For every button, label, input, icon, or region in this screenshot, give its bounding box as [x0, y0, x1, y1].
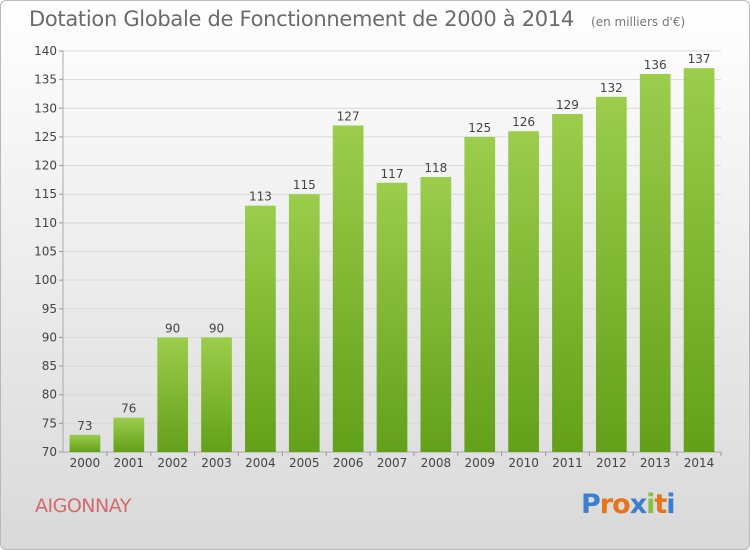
logo-letter: i	[646, 489, 655, 520]
y-tick-label: 110	[34, 216, 57, 230]
x-tick-label-2000: 2000	[70, 456, 101, 470]
y-tick-label: 85	[42, 359, 57, 373]
x-tick-label-2013: 2013	[640, 456, 671, 470]
unit-note: (en milliers d'€)	[591, 15, 686, 29]
data-label-2012: 132	[600, 81, 623, 95]
data-label-2006: 127	[337, 109, 360, 123]
bar-2014	[683, 68, 715, 452]
chart-title: Dotation Globale de Fonctionnement de 20…	[29, 7, 574, 31]
y-tick-label: 125	[34, 130, 57, 144]
bar-2006	[332, 125, 364, 452]
logo-letter: i	[666, 489, 675, 520]
data-label-2003: 90	[209, 321, 224, 335]
y-tick-label: 115	[34, 187, 57, 201]
x-tick-label-2001: 2001	[114, 456, 145, 470]
y-tick-label: 135	[34, 73, 57, 87]
data-label-2011: 129	[556, 98, 579, 112]
bar-2002	[157, 337, 189, 452]
bar-2011	[552, 114, 583, 452]
data-label-2007: 117	[381, 167, 404, 181]
city-name: AIGONNAY	[35, 495, 131, 517]
bar-2012	[595, 96, 627, 452]
logo-letter: x	[629, 489, 647, 520]
y-tick-label: 100	[34, 273, 57, 287]
y-tick-label: 80	[42, 388, 57, 402]
bar-2010	[508, 131, 539, 452]
y-tick-label: 70	[42, 445, 57, 459]
data-label-2001: 76	[121, 402, 136, 416]
data-label-2014: 137	[688, 52, 711, 66]
bar-2007	[376, 182, 408, 452]
y-tick-label: 140	[34, 44, 57, 58]
bar-2001	[113, 417, 145, 452]
y-tick-label: 95	[42, 302, 57, 316]
x-tick-label-2006: 2006	[333, 456, 364, 470]
bar-2008	[420, 177, 452, 452]
x-tick-label-2012: 2012	[596, 456, 627, 470]
data-label-2005: 115	[293, 178, 316, 192]
data-label-2000: 73	[77, 419, 92, 433]
x-tick-label-2007: 2007	[377, 456, 408, 470]
logo-letter: P	[581, 489, 601, 520]
data-label-2004: 113	[249, 190, 272, 204]
x-tick-label-2011: 2011	[552, 456, 583, 470]
data-label-2010: 126	[512, 115, 535, 129]
x-tick-label-2005: 2005	[289, 456, 320, 470]
x-tick-label-2009: 2009	[464, 456, 495, 470]
y-tick-label: 105	[34, 245, 57, 259]
logo-letter: o	[612, 489, 631, 520]
title-row: Dotation Globale de Fonctionnement de 20…	[29, 7, 685, 31]
bar-2009	[464, 136, 496, 452]
data-label-2013: 136	[644, 58, 667, 72]
x-tick-label-2008: 2008	[421, 456, 452, 470]
proxiti-logo: Proxiti	[581, 489, 676, 520]
bars	[69, 68, 715, 453]
data-label-2002: 90	[165, 321, 180, 335]
x-tick-label-2003: 2003	[201, 456, 232, 470]
x-tick-label-2002: 2002	[157, 456, 188, 470]
labels: 70 75 80 85 90 95 100 105 110 115 120 125 130 135 140 7…	[34, 44, 714, 470]
bar-2004	[245, 205, 276, 452]
y-tick-label: 120	[34, 159, 57, 173]
data-label-2009: 125	[468, 121, 491, 135]
y-tick-label: 75	[42, 416, 57, 430]
x-tick-label-2004: 2004	[245, 456, 276, 470]
bar-2000	[69, 434, 101, 452]
logo-letter: t	[654, 489, 667, 520]
bar-2013	[639, 73, 671, 453]
y-tick-label: 90	[42, 330, 57, 344]
y-tick-label: 130	[34, 101, 57, 115]
bar-2005	[288, 194, 320, 452]
x-tick-label-2010: 2010	[508, 456, 539, 470]
data-label-2008: 118	[424, 161, 447, 175]
logo-letter: r	[599, 489, 613, 520]
x-tick-label-2014: 2014	[684, 456, 715, 470]
bar-2003	[201, 337, 232, 452]
